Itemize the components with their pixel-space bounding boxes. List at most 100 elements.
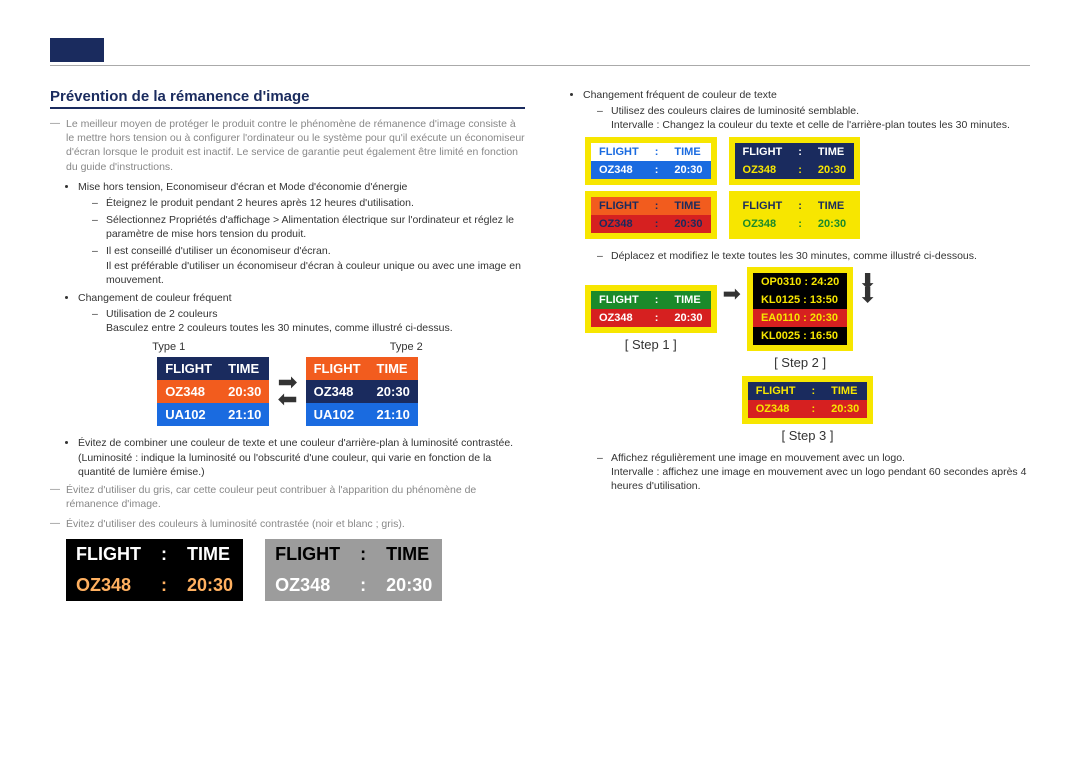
rb1s3-wrap: Affichez régulièrement une image en mouv… [555, 451, 1030, 494]
bb-sep2: : [151, 570, 177, 601]
t1-oz: OZ348 [157, 380, 220, 403]
step3-board: FLIGHT:TIME OZ348:20:30 [742, 376, 874, 424]
step2-board: OP0310 : 24:20 KL0125 : 13:50 EA0110 : 2… [747, 267, 853, 351]
step3-label: [ Step 3 ] [585, 428, 1030, 443]
t2-h-time: TIME [369, 357, 418, 380]
pd-sep2: : [790, 215, 810, 233]
s1-oz-t: 20:30 [666, 309, 710, 327]
gb-flight: FLIGHT [265, 539, 350, 570]
rb1s2: Déplacez et modifiez le texte toutes les… [597, 249, 1030, 263]
arrow-right-icon: ➡ [723, 281, 741, 307]
step-row: FLIGHT:TIME OZ348:20:30 [ Step 1 ] ➡ OP0… [585, 267, 1030, 370]
two-column-layout: Prévention de la rémanence d'image Le me… [50, 88, 1030, 611]
gb-oz: OZ348 [265, 570, 350, 601]
rb1s1-label: Utilisez des couleurs claires de luminos… [611, 105, 859, 117]
top-navy-block [50, 38, 104, 62]
pa-time: TIME [666, 143, 710, 161]
bb-flight: FLIGHT [66, 539, 151, 570]
s1-sep2: : [647, 309, 667, 327]
panel-a: FLIGHT:TIME OZ348:20:30 [585, 137, 717, 185]
t2-oz-t: 20:30 [369, 380, 418, 403]
gb-sep2: : [350, 570, 376, 601]
down-arrows-icon: ⬇⬇ [859, 275, 876, 303]
pc-flight: FLIGHT [591, 197, 647, 215]
rb1s2-holder: Déplacez et modifiez le texte toutes les… [583, 249, 1030, 263]
b2s1: Utilisation de 2 couleurs Basculez entre… [92, 307, 525, 335]
left-column: Prévention de la rémanence d'image Le me… [50, 88, 525, 611]
intro-text: Le meilleur moyen de protéger le produit… [50, 117, 525, 174]
t1-h-flight: FLIGHT [157, 357, 220, 380]
top-horizontal-rule [50, 65, 1030, 66]
b2s1-note: Basculez entre 2 couleurs toutes les 30 … [106, 321, 525, 335]
type2-label: Type 2 [390, 341, 423, 353]
step1-label: [ Step 1 ] [585, 337, 717, 352]
pa-sep: : [647, 143, 667, 161]
b1s3-note: Il est préférable d'utiliser un économis… [106, 259, 525, 287]
s2-r3: EA0110 : 20:30 [753, 309, 847, 327]
left-dash-list-2: Évitez d'utiliser du gris, car cette cou… [50, 483, 525, 532]
rb1s1: Utilisez des couleurs claires de luminos… [597, 104, 1030, 132]
s3-oz-t: 20:30 [823, 400, 867, 418]
s3-time: TIME [823, 382, 867, 400]
pa-sep2: : [647, 161, 667, 179]
pb-sep: : [790, 143, 810, 161]
pb-time: TIME [810, 143, 854, 161]
b1s1: Éteignez le produit pendant 2 heures apr… [92, 196, 525, 210]
right-column: Changement fréquent de couleur de texte … [555, 88, 1030, 611]
pd-time: TIME [810, 197, 854, 215]
left-bullets: Mise hors tension, Economiseur d'écran e… [50, 180, 525, 336]
b1-label: Mise hors tension, Economiseur d'écran e… [78, 181, 407, 193]
gray-board: FLIGHT:TIME OZ348:20:30 [265, 539, 442, 601]
step2-label: [ Step 2 ] [747, 355, 853, 370]
s3-flight: FLIGHT [748, 382, 804, 400]
s3-sep: : [803, 382, 823, 400]
pb-oz: OZ348 [735, 161, 791, 179]
b2-label: Changement de couleur fréquent [78, 292, 232, 304]
left-bullets-2: Évitez de combiner une couleur de texte … [50, 436, 525, 479]
s3-sep2: : [803, 400, 823, 418]
s1-oz: OZ348 [591, 309, 647, 327]
t1-oz-t: 20:30 [220, 380, 269, 403]
pa-oz-t: 20:30 [666, 161, 710, 179]
rb1-label: Changement fréquent de couleur de texte [583, 89, 777, 101]
step1-block: FLIGHT:TIME OZ348:20:30 [ Step 1 ] [585, 285, 717, 352]
pb-flight: FLIGHT [735, 143, 791, 161]
s2-r4: KL0025 : 16:50 [753, 327, 847, 345]
pc-sep: : [647, 197, 667, 215]
b1s3-label: Il est conseillé d'utiliser un économise… [106, 245, 331, 257]
pb-sep2: : [790, 161, 810, 179]
type1-label: Type 1 [152, 341, 185, 353]
contrast-boards: FLIGHT:TIME OZ348:20:30 FLIGHT:TIME OZ34… [50, 539, 525, 601]
pc-oz: OZ348 [591, 215, 647, 233]
rb1s3: Affichez régulièrement une image en mouv… [597, 451, 1030, 494]
t1-h-time: TIME [220, 357, 269, 380]
pd-flight: FLIGHT [735, 197, 791, 215]
bb-time: TIME [177, 539, 243, 570]
step1-board: FLIGHT:TIME OZ348:20:30 [585, 285, 717, 333]
t2-oz: OZ348 [306, 380, 369, 403]
t2-ua: UA102 [306, 403, 369, 426]
b2-sub: Utilisation de 2 couleurs Basculez entre… [78, 307, 525, 335]
rb1s2-wrap: Déplacez et modifiez le texte toutes les… [555, 249, 1030, 263]
gb-oz-t: 20:30 [376, 570, 442, 601]
rb1: Changement fréquent de couleur de texte … [583, 88, 1030, 133]
rb1s3-note: Intervalle : affichez une image en mouve… [611, 465, 1030, 493]
gb-sep: : [350, 539, 376, 570]
t1-ua-t: 21:10 [220, 403, 269, 426]
d3: Évitez d'utiliser des couleurs à luminos… [50, 517, 525, 531]
b2s1-label: Utilisation de 2 couleurs [106, 308, 217, 320]
swap-arrows-icon: ➡⬅ [277, 375, 297, 409]
pc-time: TIME [666, 197, 710, 215]
panel-d: FLIGHT:TIME OZ348:20:30 [729, 191, 861, 239]
rb1s2-sub: Déplacez et modifiez le texte toutes les… [583, 249, 1030, 263]
rb1s3-label: Affichez régulièrement une image en mouv… [611, 452, 905, 464]
rb1s1-note: Intervalle : Changez la couleur du texte… [611, 118, 1030, 132]
step2-block: OP0310 : 24:20 KL0125 : 13:50 EA0110 : 2… [747, 267, 853, 370]
pc-sep2: : [647, 215, 667, 233]
two-color-boards: FLIGHTTIME OZ34820:30 UA10221:10 ➡⬅ FLIG… [50, 357, 525, 426]
b3-label: Évitez de combiner une couleur de texte … [78, 437, 513, 449]
d2: Évitez d'utiliser du gris, car cette cou… [50, 483, 525, 511]
b1: Mise hors tension, Economiseur d'écran e… [78, 180, 525, 287]
s1-time: TIME [666, 291, 710, 309]
type2-board: FLIGHTTIME OZ34820:30 UA10221:10 [306, 357, 418, 426]
